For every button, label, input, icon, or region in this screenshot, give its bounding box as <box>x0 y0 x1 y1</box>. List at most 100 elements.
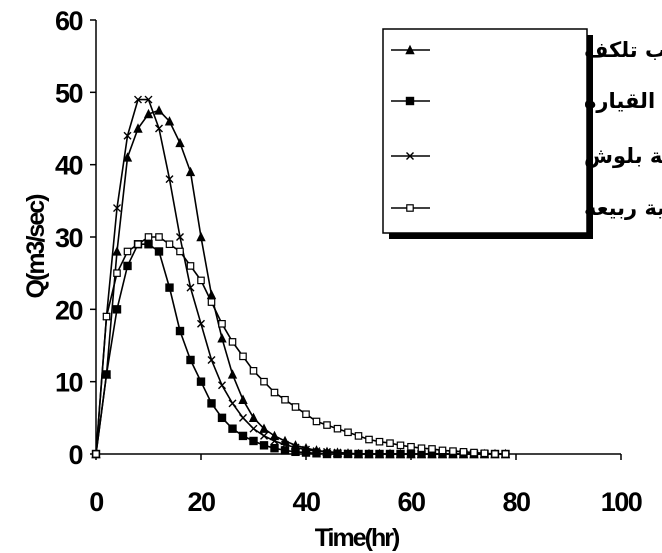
legend-item: جلية ربيعة <box>391 196 662 220</box>
data-point <box>417 444 426 453</box>
data-point <box>280 446 290 455</box>
data-point <box>281 395 289 404</box>
data-point <box>165 240 174 249</box>
data-point <box>155 124 163 133</box>
data-point <box>322 449 332 459</box>
data-point <box>144 240 153 249</box>
data-point <box>354 450 363 458</box>
data-point <box>155 233 163 241</box>
data-point <box>249 436 258 446</box>
series-2 <box>91 240 510 459</box>
data-point <box>113 204 121 213</box>
data-point <box>248 412 259 423</box>
plot-series <box>91 95 511 459</box>
data-point <box>281 440 289 449</box>
y-tick-label: 30 <box>55 223 83 253</box>
data-point <box>218 381 226 390</box>
data-point <box>323 447 331 456</box>
y-tick-label: 60 <box>55 6 83 36</box>
data-point <box>291 403 300 411</box>
data-point <box>217 333 227 343</box>
data-point <box>154 247 164 256</box>
data-point <box>354 432 363 440</box>
data-point <box>207 355 216 364</box>
data-point <box>196 231 206 242</box>
data-point <box>228 424 237 433</box>
data-point <box>386 450 394 458</box>
data-point <box>164 116 175 126</box>
data-point <box>259 423 269 433</box>
data-point <box>186 283 195 292</box>
data-point <box>480 449 489 458</box>
data-point <box>407 442 415 451</box>
data-point <box>407 450 415 458</box>
data-point <box>470 448 478 457</box>
series-line <box>95 236 506 455</box>
data-point <box>249 424 258 433</box>
legend-label: جلية ربيعة <box>584 196 662 220</box>
data-point <box>249 367 258 375</box>
legend-marker <box>406 204 414 212</box>
data-point <box>154 105 164 115</box>
y-tick-label: 0 <box>68 440 82 470</box>
data-point <box>165 283 174 292</box>
data-point <box>217 413 227 423</box>
data-point <box>302 410 310 419</box>
data-point <box>102 312 111 321</box>
legend-marker <box>406 152 414 160</box>
data-point <box>196 377 206 386</box>
y-tick-label: 50 <box>55 78 83 108</box>
x-tick-label: 60 <box>397 487 425 517</box>
data-point <box>112 305 122 314</box>
data-point <box>396 450 405 458</box>
data-point <box>238 394 248 404</box>
data-point <box>92 450 100 458</box>
data-point <box>123 131 132 140</box>
x-tick-label: 80 <box>502 487 530 517</box>
data-point <box>301 448 311 457</box>
y-tick-label: 40 <box>55 151 83 181</box>
data-point <box>438 446 447 455</box>
legend-marker <box>405 96 415 106</box>
data-point <box>143 108 154 119</box>
data-point <box>428 445 436 453</box>
data-point <box>375 450 384 458</box>
data-point <box>459 448 468 456</box>
data-point <box>228 399 237 408</box>
data-point <box>239 413 247 422</box>
legend-label: جلية غب تلكف <box>584 38 662 62</box>
legend-label: جليةشمل القيارة <box>584 89 662 113</box>
series-4 <box>92 233 510 458</box>
data-point <box>165 175 174 184</box>
x-tick-label: 0 <box>89 487 103 517</box>
data-point <box>134 240 142 249</box>
x-axis-title: Time(hr) <box>315 524 400 552</box>
data-point <box>291 447 300 457</box>
data-point <box>123 261 132 271</box>
x-tick-label: 20 <box>187 487 215 517</box>
series-line <box>95 243 506 455</box>
data-point <box>491 450 499 458</box>
legend-label: جلية بلوش <box>584 144 662 168</box>
x-tick-label: 40 <box>292 487 320 517</box>
data-point <box>228 338 237 346</box>
data-point <box>113 269 121 277</box>
data-point <box>185 166 196 177</box>
data-point <box>260 431 268 440</box>
data-point <box>333 448 342 457</box>
data-point <box>449 447 457 455</box>
data-point <box>386 439 394 447</box>
data-point <box>312 417 321 426</box>
data-point <box>365 450 373 458</box>
data-point <box>302 445 310 454</box>
data-point <box>176 233 184 241</box>
data-point <box>102 370 111 379</box>
data-point <box>175 326 185 336</box>
legend-item: جليةشمل القيارة <box>391 89 662 113</box>
data-point <box>227 369 238 379</box>
data-point <box>323 421 331 429</box>
data-point <box>186 262 195 270</box>
y-axis-title: Q(m3/sec) <box>22 194 50 299</box>
data-point <box>259 441 269 450</box>
data-point <box>365 435 373 444</box>
